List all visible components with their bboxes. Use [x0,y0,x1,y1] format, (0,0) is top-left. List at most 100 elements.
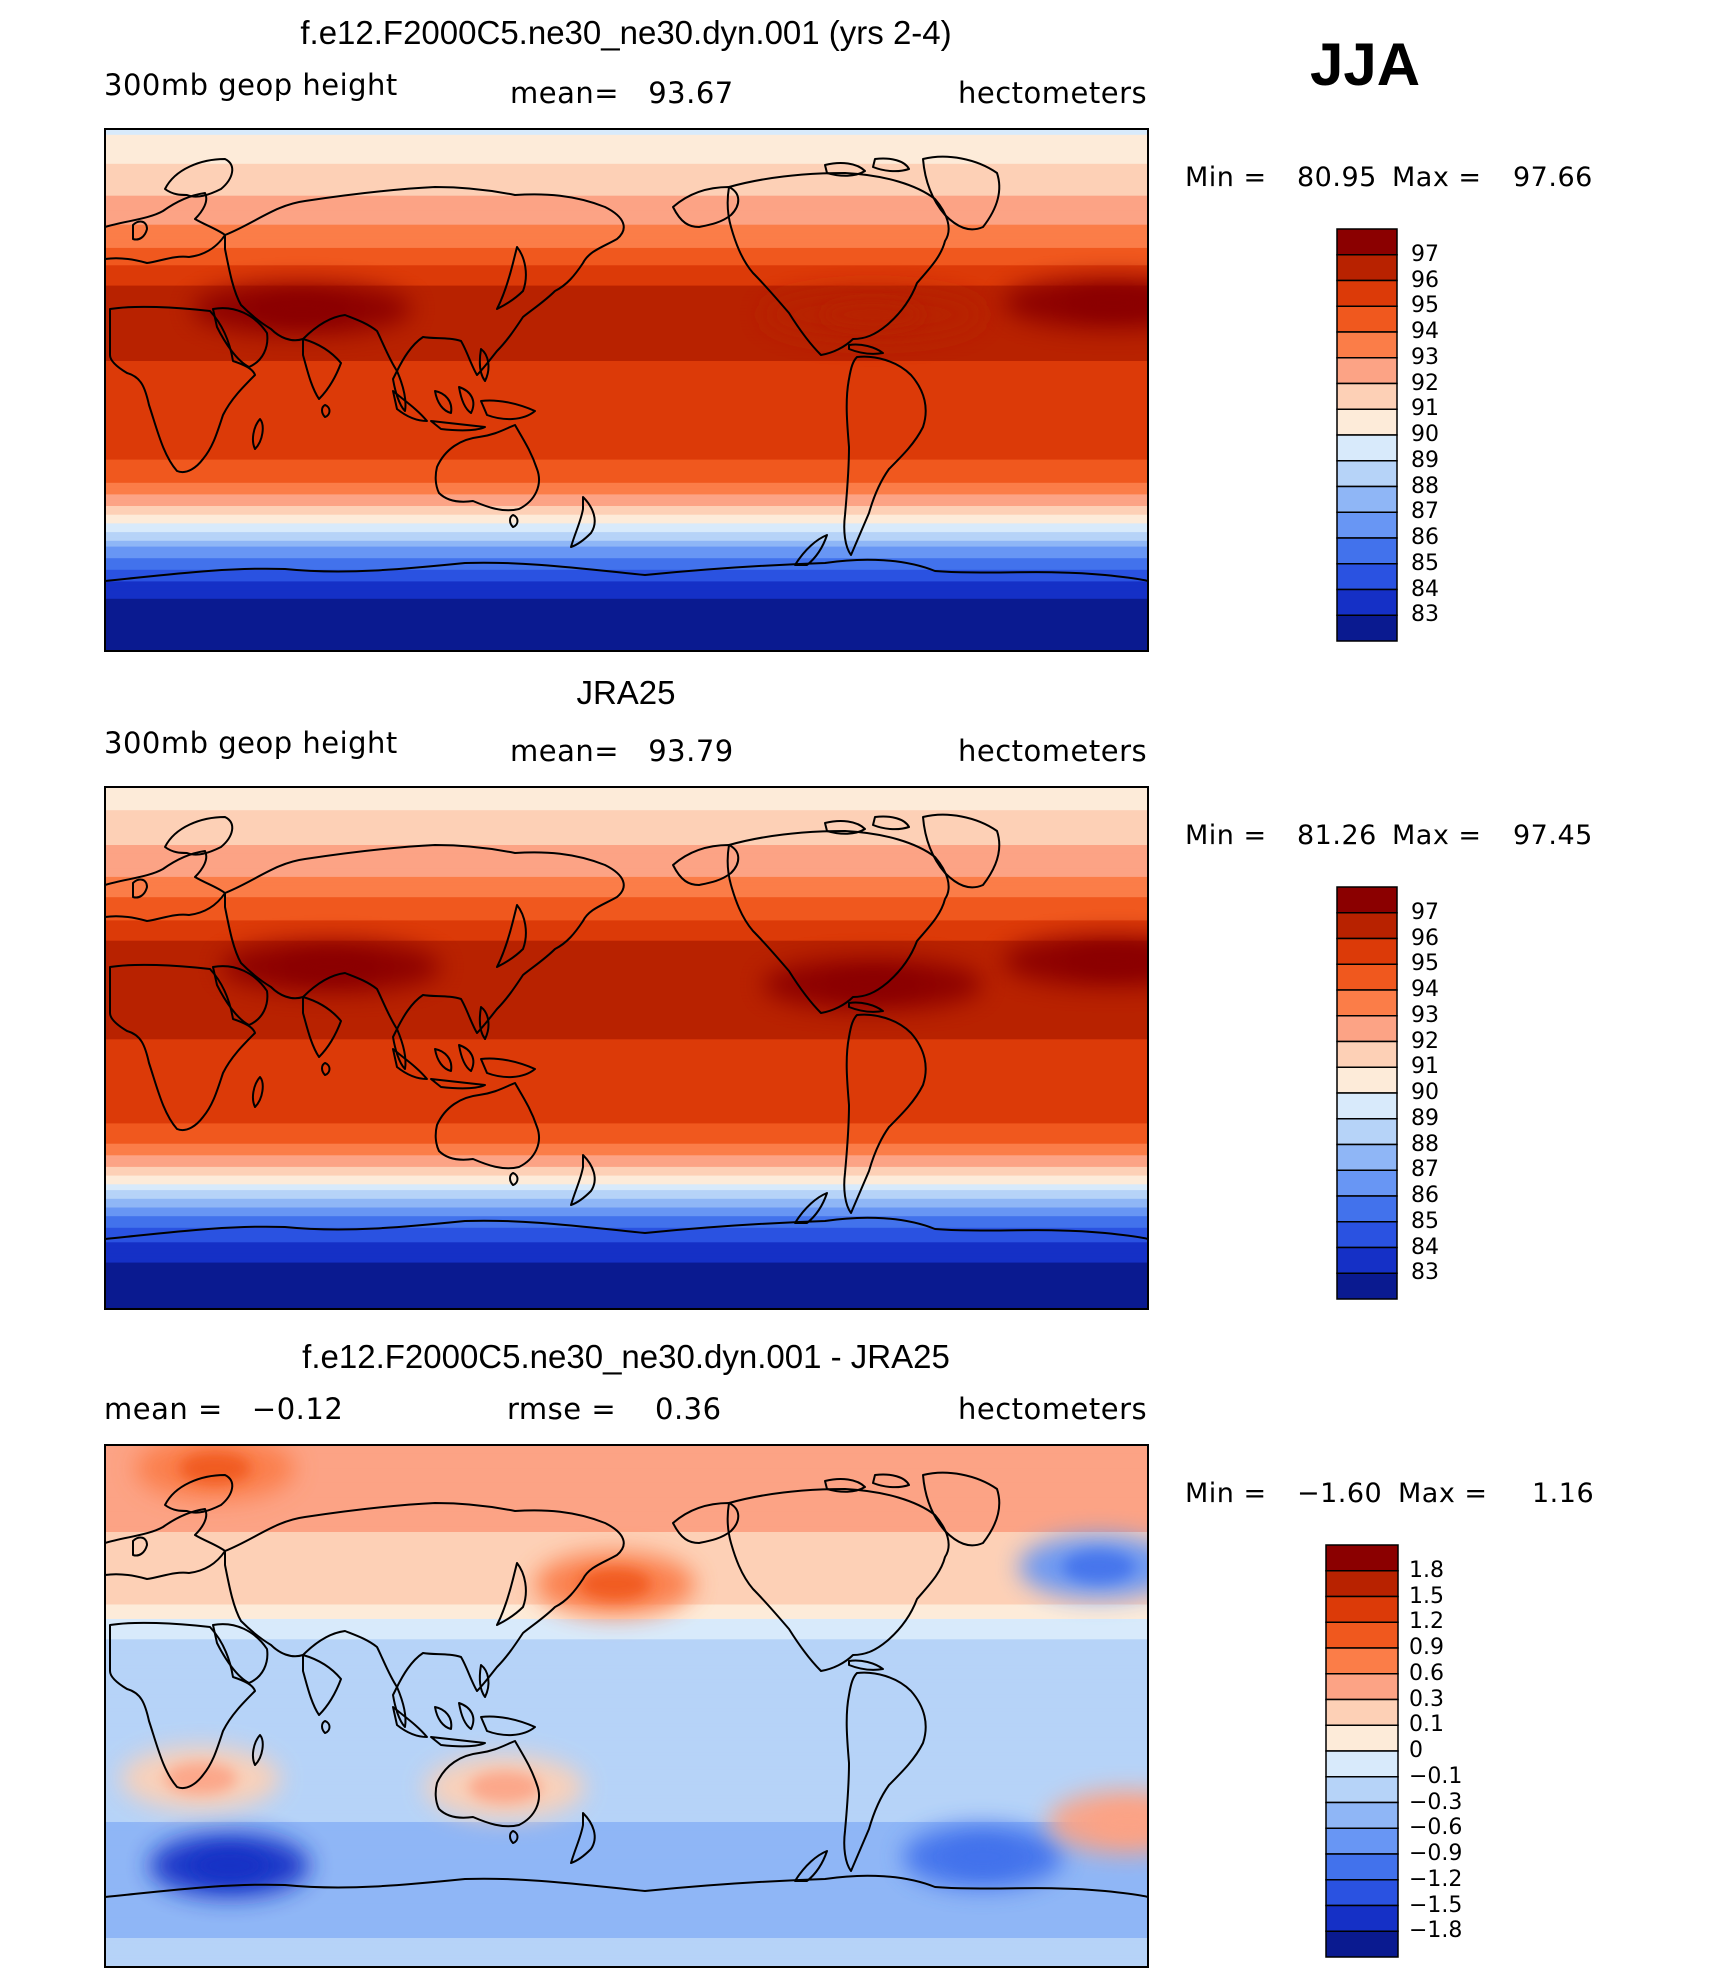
colorbar-box [1336,588,1398,616]
band-lat-71 [105,1500,1148,1504]
panel-2-max-label: Max = [1392,820,1482,851]
band-lat-75 [105,1488,1148,1492]
band-lat-55 [105,1546,1148,1550]
band-lat-74 [105,1491,1148,1495]
band-lat-27 [105,311,1148,316]
band-lat--54 [105,1862,1148,1867]
band-lat--18 [105,1100,1148,1104]
band-lat-23 [105,981,1148,985]
band-lat-50 [105,903,1148,907]
band-lat-29 [105,305,1148,310]
band-lat-77 [105,824,1148,829]
colorbar-box [1336,563,1398,591]
band-lat--85 [105,1294,1148,1298]
band-lat--37 [105,497,1148,501]
band-lat--34 [105,1146,1148,1151]
band-lat-19 [105,334,1148,339]
band-lat--63 [105,572,1148,577]
band-lat--17 [105,439,1148,443]
band-lat--48 [105,529,1148,533]
colorbar-tick-label: 90 [1411,422,1439,447]
colorbar-box [1336,382,1398,410]
colorbar-tick-label: −0.3 [1409,1789,1463,1815]
band-lat--65 [105,578,1148,582]
band-lat--72 [105,1256,1148,1261]
panel-2-left-label: 300mb geop height [104,726,398,760]
panel-2-min-label: Min = [1185,820,1267,851]
band-lat--18 [105,442,1148,446]
feature-core-subtropical-high-asia [252,295,352,322]
band-lat-6 [105,1030,1148,1035]
band-lat-52 [105,897,1148,901]
band-lat-9 [105,363,1148,368]
band-lat-78 [105,163,1148,168]
band-lat--27 [105,1126,1148,1130]
band-lat-40 [105,932,1148,936]
colorbar-tick-label: 93 [1411,1002,1439,1028]
colorbar-tick-label: 83 [1411,602,1439,628]
band-lat-79 [105,160,1148,165]
band-lat-22 [105,326,1148,330]
band-lat-71 [105,184,1148,188]
band-lat-51 [105,242,1148,246]
band-lat--84 [105,1291,1148,1296]
band-lat--20 [105,1764,1148,1768]
feature-core-negative-south-america [946,1840,1019,1873]
band-lat-66 [105,1514,1148,1519]
colorbar-box [1336,937,1398,965]
band-lat--45 [105,1836,1148,1840]
band-lat--87 [105,1958,1148,1962]
band-lat-88 [105,1450,1148,1455]
band-lat-49 [105,247,1148,252]
band-lat--59 [105,561,1148,565]
band-lat-77 [105,166,1148,171]
band-lat--57 [105,1213,1148,1217]
band-lat--53 [105,543,1148,548]
band-lat--72 [105,1914,1148,1919]
band-lat--25 [105,1778,1148,1782]
band-lat-69 [105,847,1148,852]
band-lat--86 [105,1297,1148,1301]
band-lat-16 [105,1001,1148,1006]
band-lat--21 [105,1108,1148,1113]
band-lat--68 [105,1903,1148,1907]
band-lat-63 [105,1523,1148,1527]
band-lat--79 [105,619,1148,623]
band-lat-21 [105,329,1148,333]
band-lat--62 [105,1885,1148,1890]
panel-1-units-label: hectometers [958,76,1148,110]
band-lat--40 [105,1164,1148,1168]
colorbar-tick-label: −0.6 [1409,1815,1463,1841]
band-lat--84 [105,1949,1148,1954]
band-lat--48 [105,1187,1148,1191]
feature-core-subtropical-high-mexico [823,971,923,998]
band-lat--15 [105,1091,1148,1095]
band-lat--17 [105,1097,1148,1101]
band-lat-11 [105,358,1148,362]
band-lat--70 [105,593,1148,597]
band-lat-22 [105,1642,1148,1646]
colorbar-box [1325,1827,1399,1855]
colorbar-tick-label: 96 [1411,267,1439,293]
band-lat-89 [105,131,1148,136]
band-lat--23 [105,456,1148,461]
band-lat-6 [105,372,1148,377]
band-lat-79 [105,818,1148,823]
colorbar-box [1336,279,1398,307]
band-lat-12 [105,1671,1148,1675]
band-lat-86 [105,798,1148,803]
band-lat-40 [105,274,1148,278]
colorbar-tick-label: 95 [1411,951,1439,977]
band-lat-5 [105,375,1148,379]
band-lat--82 [105,1943,1148,1948]
band-lat--38 [105,1816,1148,1820]
band-lat--26 [105,1123,1148,1127]
band-lat--1 [105,1708,1148,1713]
colorbar-box [1325,1544,1399,1572]
band-lat--22 [105,1111,1148,1116]
band-lat--41 [105,1824,1148,1829]
band-lat--44 [105,1833,1148,1838]
band-lat-46 [105,256,1148,261]
band-lat-15 [105,1004,1148,1008]
band-lat--6 [105,407,1148,411]
